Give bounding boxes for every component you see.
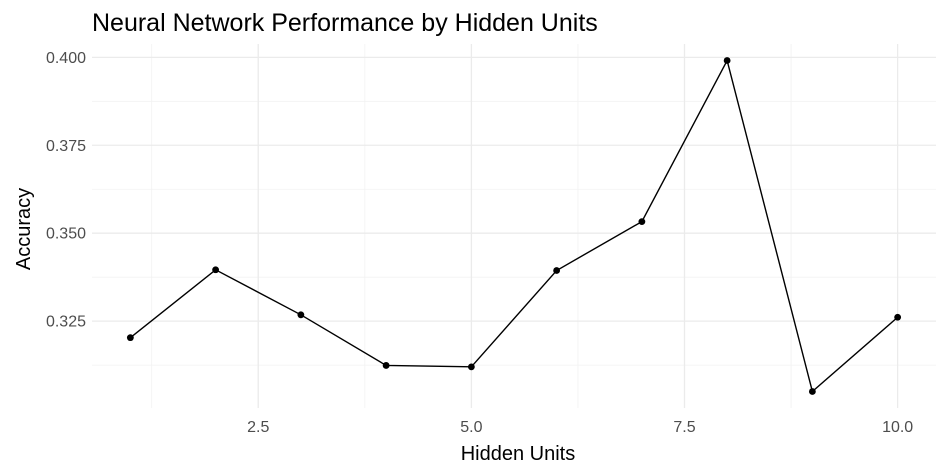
- data-point: [553, 267, 561, 274]
- x-tick-label: 5.0: [460, 419, 482, 436]
- x-axis-title: Hidden Units: [461, 443, 576, 465]
- data-point: [808, 388, 816, 395]
- data-point: [297, 311, 305, 319]
- x-tick-label: 7.5: [673, 419, 695, 436]
- series-line: [129, 58, 899, 393]
- series-group: [126, 57, 902, 395]
- data-point: [894, 313, 902, 321]
- data-point: [638, 218, 646, 226]
- y-tick-label: 0.325: [46, 314, 86, 331]
- data-point: [212, 266, 220, 274]
- grid: [92, 44, 936, 408]
- data-point: [723, 57, 731, 64]
- data-point: [467, 363, 475, 371]
- x-tick-label: 10.0: [882, 419, 913, 436]
- y-tick-label: 0.375: [46, 138, 86, 155]
- y-axis-title: Accuracy: [13, 188, 35, 270]
- y-tick-label: 0.400: [46, 50, 86, 67]
- y-tick-label: 0.350: [46, 226, 86, 243]
- data-point: [382, 362, 390, 369]
- chart-title: Neural Network Performance by Hidden Uni…: [92, 9, 598, 37]
- data-point: [126, 334, 134, 342]
- y-axis-ticks: 0.325 0.350 0.375 0.400: [46, 50, 86, 331]
- x-axis-ticks: 2.5 5.0 7.5 10.0: [247, 419, 913, 436]
- x-tick-label: 2.5: [247, 419, 269, 436]
